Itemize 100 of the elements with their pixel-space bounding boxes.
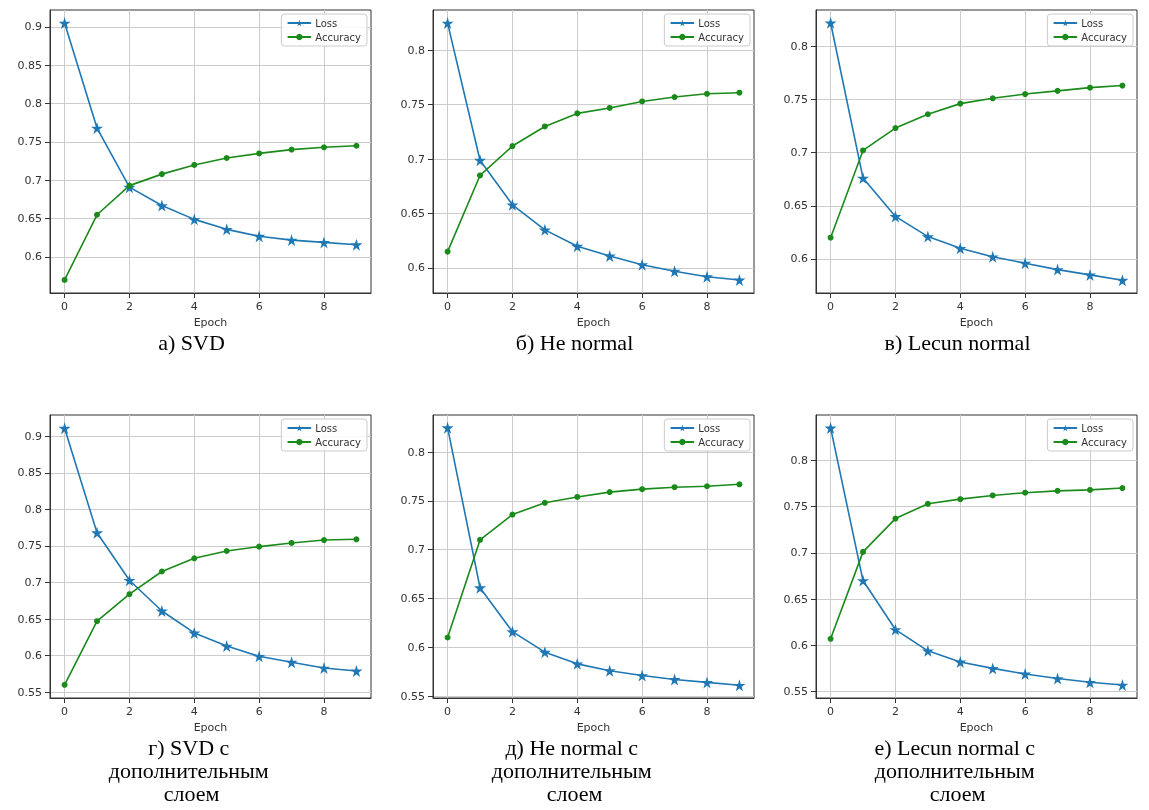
legend-label: Accuracy <box>698 436 745 448</box>
point <box>256 150 263 157</box>
point <box>703 90 710 97</box>
x-tick-label: 4 <box>956 705 964 718</box>
point <box>191 161 198 168</box>
point <box>827 635 834 642</box>
point <box>1051 263 1064 276</box>
point <box>220 223 233 236</box>
text: д) He normal с дополнительным слоем <box>491 735 658 806</box>
x-tick-label: 6 <box>255 300 263 313</box>
x-tick-label: 2 <box>508 705 516 718</box>
x-tick-label: 6 <box>638 300 646 313</box>
point <box>285 656 298 669</box>
point <box>538 646 551 659</box>
point <box>860 548 867 555</box>
point <box>892 515 899 522</box>
x-tick-label: 6 <box>1021 300 1029 313</box>
y-tick-label: 0.75 <box>400 98 425 112</box>
x-tick-label: 8 <box>320 705 328 718</box>
y-tick-label: 0.6 <box>407 640 425 654</box>
legend-label: Accuracy <box>315 31 362 43</box>
y-tick-label: 0.85 <box>17 58 42 72</box>
point <box>509 511 516 518</box>
point <box>320 144 327 151</box>
x-tick-label: 4 <box>573 300 581 313</box>
y-tick-label: 0.7 <box>790 146 808 160</box>
x-tick-label: 0 <box>827 705 835 718</box>
legend-label: Accuracy <box>1081 436 1128 448</box>
legend-label: Loss <box>1081 17 1104 29</box>
point <box>94 618 101 625</box>
y-tick-label: 0.6 <box>24 250 42 264</box>
legend-label: Loss <box>315 422 338 434</box>
point <box>538 223 551 236</box>
point <box>1116 274 1129 287</box>
y-tick-label: 0.8 <box>24 502 42 516</box>
point <box>223 548 230 555</box>
legend-label: Loss <box>315 17 338 29</box>
text: б) He normal <box>515 330 634 355</box>
point <box>474 154 487 167</box>
x-tick-label: 2 <box>508 300 516 313</box>
x-axis-title: Epoch <box>193 720 228 734</box>
x-tick-label: 0 <box>444 300 452 313</box>
point <box>733 679 746 692</box>
x-tick-label: 6 <box>638 705 646 718</box>
x-tick-label: 8 <box>703 705 711 718</box>
point <box>191 555 198 562</box>
point <box>444 248 451 255</box>
y-tick-label: 0.85 <box>17 466 42 480</box>
x-tick-label: 2 <box>891 705 899 718</box>
x-tick-label: 4 <box>956 300 964 313</box>
point <box>61 681 68 688</box>
y-tick-label: 0.7 <box>407 152 425 166</box>
point <box>827 234 834 241</box>
point <box>574 493 581 500</box>
text: в) Lecun normal <box>884 330 1031 355</box>
point <box>1022 489 1029 496</box>
y-tick-label: 0.75 <box>400 494 425 508</box>
legend-label: Accuracy <box>698 31 745 43</box>
point <box>636 669 649 682</box>
legend-label: Loss <box>1081 422 1104 434</box>
point <box>671 94 678 101</box>
point <box>954 655 967 668</box>
point <box>223 155 230 162</box>
y-tick-label: 0.65 <box>783 592 808 606</box>
point <box>58 422 71 435</box>
x-axis-title: Epoch <box>193 315 228 329</box>
y-tick-label: 0.9 <box>24 429 42 443</box>
point <box>639 98 646 105</box>
x-tick-label: 2 <box>125 300 133 313</box>
x-tick-label: 2 <box>125 705 133 718</box>
legend-label: Accuracy <box>315 436 362 448</box>
point <box>639 486 646 493</box>
point <box>253 650 266 663</box>
point <box>824 16 837 29</box>
x-tick-label: 0 <box>444 705 452 718</box>
point <box>889 210 902 223</box>
point <box>58 17 71 30</box>
point <box>1086 486 1093 493</box>
y-tick-label: 0.7 <box>790 546 808 560</box>
point <box>736 89 743 96</box>
point <box>606 104 613 111</box>
x-tick-label: 8 <box>320 300 328 313</box>
point <box>541 499 548 506</box>
point <box>824 421 837 434</box>
point <box>636 258 649 271</box>
point <box>671 484 678 491</box>
x-tick-label: 0 <box>61 705 69 718</box>
point <box>603 249 616 262</box>
x-tick-label: 4 <box>190 705 198 718</box>
point <box>606 489 613 496</box>
y-tick-label: 0.8 <box>407 43 425 57</box>
x-tick-label: 6 <box>1021 705 1029 718</box>
point <box>350 238 363 251</box>
y-tick-label: 0.75 <box>783 92 808 106</box>
point <box>509 143 516 150</box>
point <box>860 147 867 154</box>
point <box>220 640 233 653</box>
point <box>441 421 454 434</box>
point <box>921 644 934 657</box>
y-tick-label: 0.8 <box>407 445 425 459</box>
